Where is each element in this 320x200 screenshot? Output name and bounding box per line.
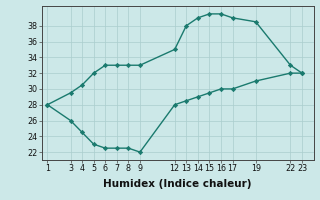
X-axis label: Humidex (Indice chaleur): Humidex (Indice chaleur) <box>103 179 252 189</box>
